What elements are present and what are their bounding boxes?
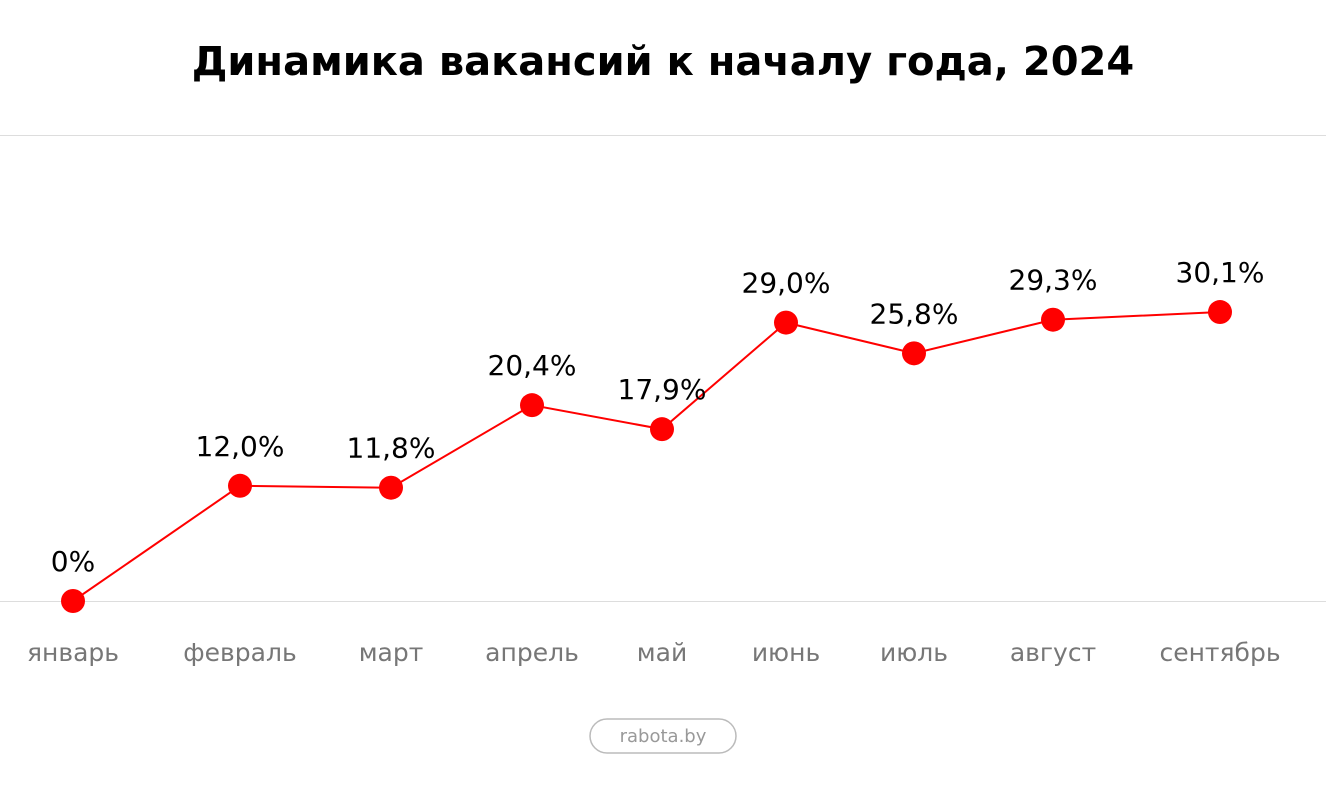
x-tick-label: январь bbox=[27, 638, 119, 667]
chart-title: Динамика вакансий к началу года, 2024 bbox=[192, 39, 1134, 85]
data-label: 20,4% bbox=[488, 349, 577, 382]
source-pill bbox=[589, 718, 737, 754]
data-point bbox=[902, 341, 926, 366]
x-tick-label: август bbox=[1010, 638, 1096, 667]
data-point bbox=[1208, 300, 1232, 325]
data-point bbox=[774, 310, 798, 335]
data-point bbox=[1041, 307, 1065, 332]
data-label: 12,0% bbox=[196, 430, 285, 463]
data-point bbox=[520, 393, 544, 418]
x-tick-label: июль bbox=[880, 638, 948, 667]
x-tick-label: июнь bbox=[752, 638, 820, 667]
x-tick-label: февраль bbox=[183, 638, 296, 667]
data-point bbox=[61, 589, 85, 613]
x-tick-label: сентябрь bbox=[1159, 638, 1280, 667]
data-label: 17,9% bbox=[618, 373, 707, 406]
data-label: 0% bbox=[51, 545, 95, 578]
data-label: 29,0% bbox=[742, 267, 831, 300]
x-tick-label: апрель bbox=[485, 638, 579, 667]
data-point bbox=[650, 417, 674, 442]
data-point bbox=[379, 475, 403, 500]
x-tick-label: май bbox=[637, 638, 687, 667]
source: rabota.by bbox=[620, 726, 707, 747]
data-label: 11,8% bbox=[347, 432, 436, 465]
data-point bbox=[228, 473, 252, 498]
data-label: 29,3% bbox=[1009, 264, 1098, 297]
x-tick-label: март bbox=[359, 638, 424, 667]
data-label: 25,8% bbox=[870, 297, 959, 330]
data-label: 30,1% bbox=[1176, 256, 1265, 289]
